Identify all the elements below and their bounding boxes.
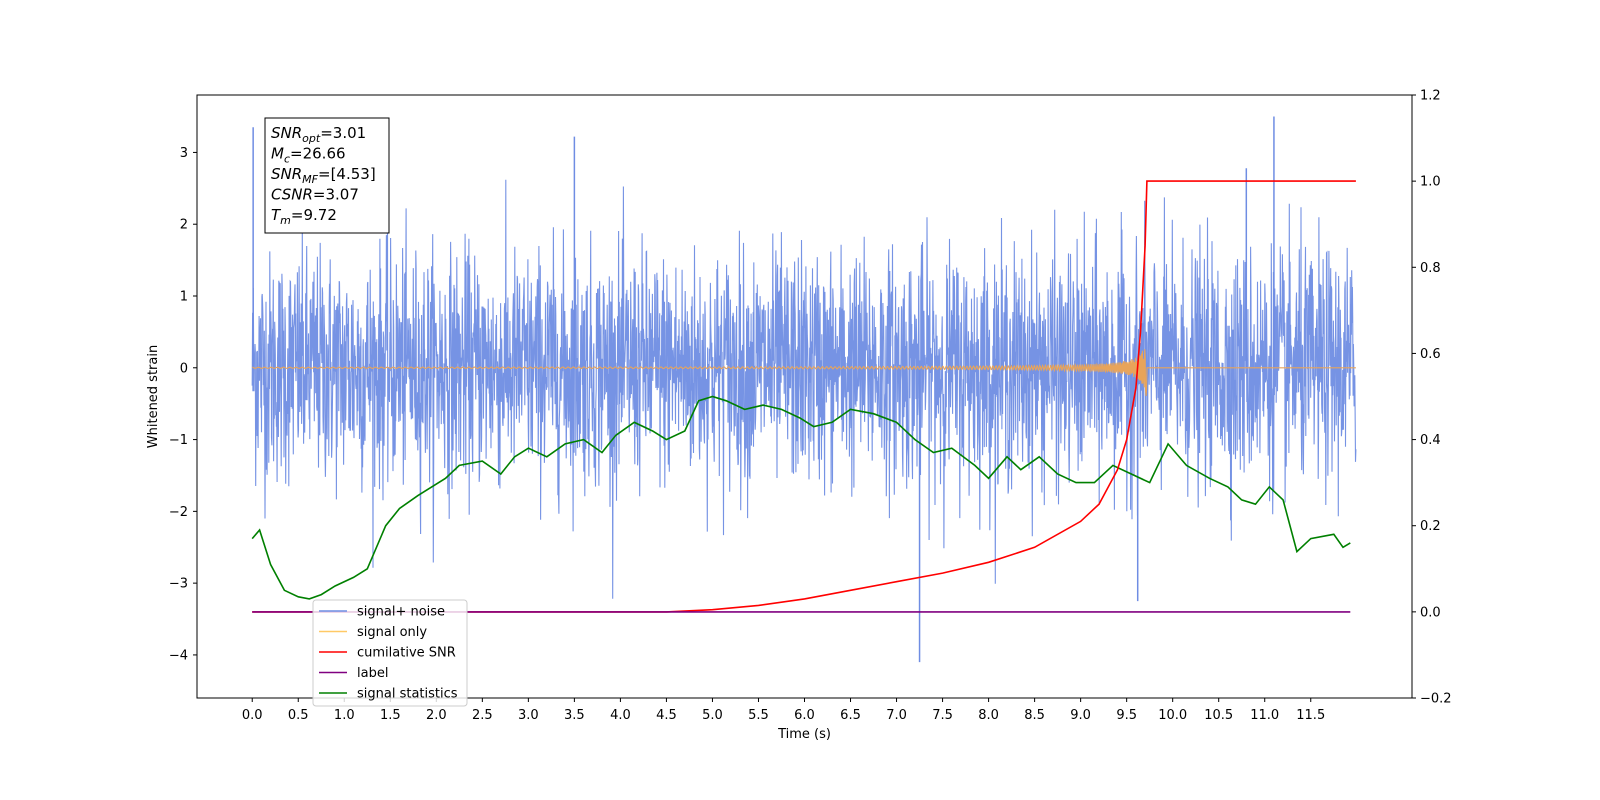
info-box: SNRopt=3.01Mc=26.66SNRMF=[4.53]CSNR=3.07… xyxy=(264,117,390,234)
y-tick-label: 3 xyxy=(180,146,188,161)
x-tick-label: 3.0 xyxy=(518,708,539,723)
info-symbol: T xyxy=(271,206,282,224)
legend-label: label xyxy=(357,666,388,681)
info-value: =3.01 xyxy=(320,124,366,142)
signal-only-line xyxy=(252,349,1356,397)
y-tick-label: −4 xyxy=(169,648,188,663)
x-tick-label: 1.0 xyxy=(334,708,355,723)
x-tick-label: 6.0 xyxy=(794,708,815,723)
x-axis-label: Time (s) xyxy=(777,727,831,742)
info-symbol: M xyxy=(271,145,284,163)
x-tick-label: 5.0 xyxy=(702,708,723,723)
info-subscript: opt xyxy=(302,132,321,145)
info-line: Mc=26.66 xyxy=(271,145,346,166)
y-axis-label: Whitened strain xyxy=(146,345,161,448)
x-tick-label: 11.0 xyxy=(1250,708,1279,723)
legend-label: signal statistics xyxy=(357,687,458,702)
info-line: SNRopt=3.01 xyxy=(271,124,366,145)
y2-tick-label: 0.4 xyxy=(1420,433,1441,448)
signal-statistics-line xyxy=(251,395,1351,600)
info-subscript: m xyxy=(280,214,291,227)
y-axis-left: 3 2 1 0 −1 −2 −3 −4 xyxy=(169,146,197,663)
y2-tick-label: 1.2 xyxy=(1420,89,1441,104)
legend-label: cumilative SNR xyxy=(357,646,456,661)
x-tick-label: 4.5 xyxy=(656,708,677,723)
x-tick-label: 7.0 xyxy=(886,708,907,723)
info-value: =9.72 xyxy=(291,206,337,224)
info-subscript: MF xyxy=(302,173,318,186)
x-tick-label: 8.5 xyxy=(1024,708,1045,723)
info-box-frame xyxy=(264,117,390,234)
series-signal-noise xyxy=(251,116,1357,663)
y2-tick-label: 0.6 xyxy=(1420,347,1441,362)
info-value: =[4.53] xyxy=(318,165,376,183)
x-tick-label: 9.5 xyxy=(1116,708,1137,723)
y-axis-right: 1.2 1.0 0.8 0.6 0.4 0.2 0.0 −0.2 xyxy=(1412,89,1452,707)
x-tick-label: 2.0 xyxy=(426,708,447,723)
info-line: SNRMF=[4.53] xyxy=(271,165,376,186)
y-tick-label: 0 xyxy=(180,361,188,376)
y-tick-label: −1 xyxy=(169,433,188,448)
y-tick-label: −2 xyxy=(169,505,188,520)
y-tick-label: 2 xyxy=(180,218,188,233)
info-line: CSNR=3.07 xyxy=(271,186,359,204)
y-tick-label: 1 xyxy=(180,290,188,305)
x-tick-label: 11.5 xyxy=(1296,708,1325,723)
info-subscript: c xyxy=(284,153,290,166)
legend-label: signal only xyxy=(357,625,427,640)
legend-frame xyxy=(312,599,468,707)
x-tick-label: 9.0 xyxy=(1070,708,1091,723)
x-tick-label: 0.0 xyxy=(242,708,263,723)
x-tick-label: 8.0 xyxy=(978,708,999,723)
x-tick-label: 10.5 xyxy=(1204,708,1233,723)
x-tick-label: 6.5 xyxy=(840,708,861,723)
x-tick-label: 1.5 xyxy=(380,708,401,723)
x-tick-label: 0.5 xyxy=(288,708,309,723)
info-value: =26.66 xyxy=(290,145,346,163)
info-symbol: CSNR xyxy=(271,186,313,204)
x-tick-label: 5.5 xyxy=(748,708,769,723)
cumulative-snr-line xyxy=(252,180,1356,613)
x-tick-label: 10.0 xyxy=(1158,708,1187,723)
series-signal-only xyxy=(252,349,1356,397)
y2-tick-label: 0.2 xyxy=(1420,519,1441,534)
info-line: Tm=9.72 xyxy=(271,206,337,227)
y2-tick-label: 0.0 xyxy=(1420,605,1441,620)
legend-label: signal+ noise xyxy=(357,605,445,620)
x-axis: 0.0 0.5 1.0 1.5 2.0 2.5 3.0 3.5 4.0 4.5 5.0 5.5 6.0 6… xyxy=(242,698,1325,723)
x-tick-label: 4.0 xyxy=(610,708,631,723)
signal-noise-line xyxy=(251,179,1357,599)
y2-tick-label: −0.2 xyxy=(1420,692,1452,707)
series-signal-statistics xyxy=(251,395,1351,600)
info-value: =3.07 xyxy=(313,186,359,204)
x-tick-label: 3.5 xyxy=(564,708,585,723)
legend: signal+ noise signal only cumilative SNR la… xyxy=(312,599,468,707)
y2-tick-label: 0.8 xyxy=(1420,261,1441,276)
x-tick-label: 2.5 xyxy=(472,708,493,723)
info-symbol: SNR xyxy=(271,165,302,183)
y-tick-label: −3 xyxy=(169,577,188,592)
info-symbol: SNR xyxy=(271,124,302,142)
series-cumulative-snr xyxy=(252,180,1356,613)
y2-tick-label: 1.0 xyxy=(1420,175,1441,190)
x-tick-label: 7.5 xyxy=(932,708,953,723)
